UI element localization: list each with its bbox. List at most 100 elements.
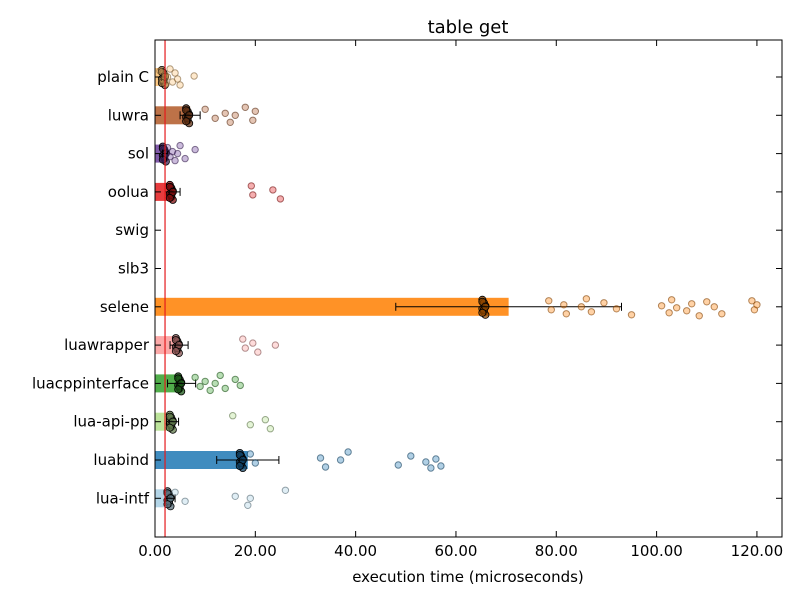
outlier-point bbox=[221, 109, 229, 118]
outlier-point bbox=[657, 302, 666, 310]
plot-layer bbox=[155, 40, 761, 537]
outlier-point bbox=[156, 67, 164, 75]
outlier-point bbox=[171, 488, 179, 496]
outlier-point bbox=[667, 296, 676, 304]
outlier-point bbox=[695, 312, 703, 320]
outlier-point bbox=[407, 452, 415, 460]
sample-point bbox=[235, 461, 244, 470]
outlier-point bbox=[166, 65, 174, 73]
outlier-point bbox=[190, 72, 198, 80]
outlier-point bbox=[422, 458, 430, 466]
y-tick-label: luabind bbox=[93, 451, 149, 469]
x-tick-label: 40.00 bbox=[334, 542, 377, 560]
outlier-point bbox=[577, 303, 586, 311]
outlier-point bbox=[191, 145, 199, 154]
outlier-point bbox=[753, 301, 761, 309]
outlier-point bbox=[344, 448, 352, 456]
outlier-point bbox=[241, 103, 249, 112]
sample-point bbox=[165, 193, 174, 202]
sample-point bbox=[174, 385, 183, 394]
sample-point bbox=[182, 117, 191, 126]
outlier-point bbox=[562, 310, 571, 318]
outlier-point bbox=[176, 81, 184, 89]
x-tick-label: 100.00 bbox=[630, 542, 683, 560]
outlier-point bbox=[249, 191, 257, 199]
sample-point bbox=[478, 308, 487, 317]
outlier-point bbox=[173, 75, 182, 83]
y-tick-label: swig bbox=[115, 221, 149, 239]
outlier-point bbox=[627, 311, 636, 319]
x-tick-label: 120.00 bbox=[731, 542, 784, 560]
bar bbox=[155, 106, 191, 125]
outlier-point bbox=[587, 308, 596, 316]
axis-layer: plain C luwra sol oolua swig slb3 selene luawra… bbox=[32, 40, 783, 560]
outlier-point bbox=[173, 149, 182, 158]
outlier-point bbox=[191, 373, 199, 382]
outlier-point bbox=[710, 303, 718, 311]
outlier-point bbox=[171, 69, 179, 77]
sample-point bbox=[165, 423, 174, 432]
outlier-point bbox=[247, 182, 256, 190]
outlier-point bbox=[688, 300, 696, 308]
outlier-point bbox=[206, 386, 214, 395]
outlier-point bbox=[163, 73, 172, 81]
outlier-point bbox=[316, 454, 325, 462]
outlier-point bbox=[201, 105, 209, 114]
outlier-point bbox=[427, 464, 435, 472]
outlier-point bbox=[249, 116, 257, 125]
y-tick-label: slb3 bbox=[118, 260, 149, 278]
outlier-point bbox=[211, 379, 219, 388]
plot-frame bbox=[154, 39, 783, 538]
y-tick-label: lua-api-pp bbox=[73, 413, 149, 431]
chart-title: table get bbox=[428, 17, 509, 38]
outlier-point bbox=[236, 381, 244, 390]
outlier-point bbox=[612, 305, 621, 313]
outlier-point bbox=[162, 80, 170, 88]
y-tick-label: selene bbox=[100, 298, 149, 316]
outlier-point bbox=[437, 462, 445, 470]
outlier-point bbox=[211, 114, 219, 123]
outlier-point bbox=[582, 295, 591, 303]
outlier-point bbox=[394, 461, 402, 469]
sample-point bbox=[171, 347, 180, 356]
x-tick-label: 20.00 bbox=[234, 542, 277, 560]
outlier-point bbox=[269, 186, 277, 194]
outlier-point bbox=[171, 156, 179, 165]
outlier-point bbox=[703, 298, 711, 306]
outlier-point bbox=[246, 494, 255, 502]
outlier-point bbox=[682, 307, 691, 315]
outlier-point bbox=[216, 371, 224, 380]
outlier-point bbox=[181, 154, 189, 163]
outlier-point bbox=[231, 492, 239, 500]
outlier-point bbox=[251, 459, 260, 467]
sample-point bbox=[163, 500, 172, 509]
x-axis-label: execution time (microseconds) bbox=[352, 568, 584, 586]
outlier-point bbox=[665, 309, 673, 317]
outlier-point bbox=[672, 304, 681, 312]
outlier-point bbox=[231, 375, 239, 384]
y-tick-label: luawrapper bbox=[64, 336, 150, 354]
outlier-point bbox=[545, 297, 553, 305]
outlier-point bbox=[181, 497, 189, 505]
outlier-point bbox=[163, 143, 172, 152]
bar bbox=[155, 297, 509, 316]
outlier-point bbox=[244, 501, 252, 509]
outlier-point bbox=[246, 421, 255, 429]
outlier-point bbox=[748, 297, 756, 305]
x-tick-label: 60.00 bbox=[434, 542, 477, 560]
outlier-point bbox=[221, 384, 229, 393]
outlier-point bbox=[321, 463, 330, 471]
bar bbox=[155, 451, 248, 469]
outlier-point bbox=[432, 455, 440, 463]
outlier-point bbox=[281, 486, 290, 494]
outlier-point bbox=[251, 107, 260, 116]
outlier-point bbox=[547, 306, 555, 314]
y-tick-label: luwra bbox=[108, 106, 149, 124]
outlier-point bbox=[718, 310, 726, 318]
y-tick-label: oolua bbox=[108, 183, 149, 201]
outlier-point bbox=[560, 301, 568, 309]
outlier-point bbox=[254, 348, 262, 356]
outlier-point bbox=[266, 425, 275, 433]
